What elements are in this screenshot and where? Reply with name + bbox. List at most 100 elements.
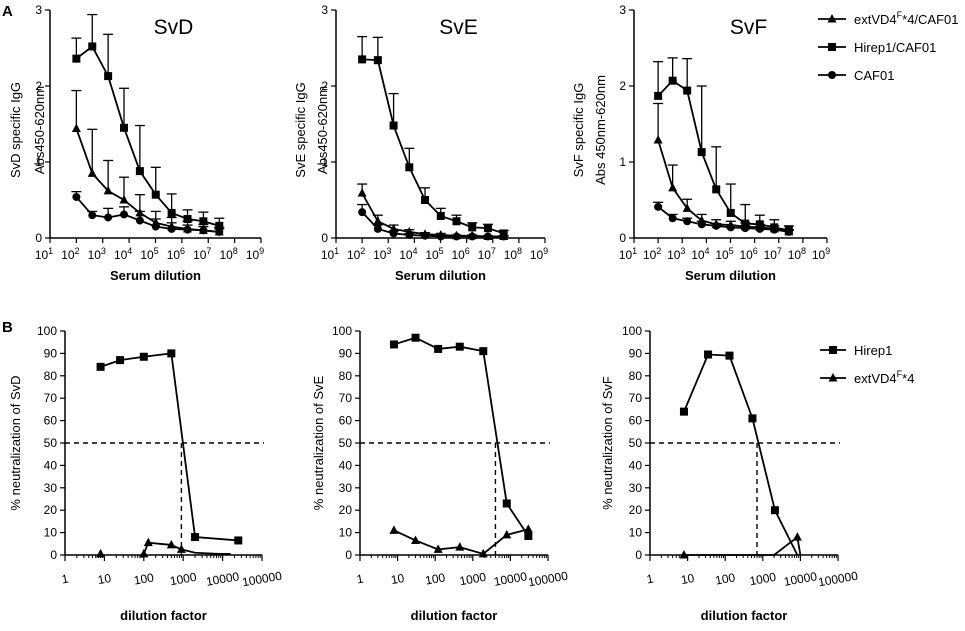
data-point <box>726 208 735 217</box>
x-tick-label: 109 <box>812 246 830 262</box>
data-point <box>468 223 477 232</box>
series-circle <box>357 203 509 241</box>
x-tick-label: 103 <box>373 246 391 262</box>
data-point <box>697 220 706 229</box>
series-square <box>653 57 794 235</box>
data-point <box>139 548 149 558</box>
x-tick-label: 107 <box>478 246 496 262</box>
data-point <box>411 535 421 544</box>
elisa-chart-svd: 0 1 2 3 101 102 103 104 105 106 107 108 109 SvD SvD sp… <box>8 3 264 283</box>
data-point <box>483 224 492 233</box>
y-tick-label: 50 <box>629 436 643 450</box>
y-tick-label: 70 <box>339 391 353 405</box>
y-tick-label: 0 <box>619 231 626 245</box>
series-line <box>75 45 220 227</box>
y-tick-label: 90 <box>44 346 58 360</box>
data-point <box>135 167 144 176</box>
y-tick-label: 50 <box>44 436 58 450</box>
elisa-chart-sve: 0 1 2 3 101 102 103 104 105 106 107 108 109 SvE SvE sp… <box>293 3 548 283</box>
x-axis-label: Serum dilution <box>685 268 776 283</box>
y-axis-label: Abs 450nm-620nm <box>593 75 608 185</box>
y-axis-label: Abs450-620nm <box>32 86 47 174</box>
legend-label: CAF01 <box>854 68 894 83</box>
data-point <box>502 499 511 508</box>
x-tick-label: 109 <box>530 246 548 262</box>
data-point <box>436 211 445 220</box>
legend-label: extVD4F*4 <box>854 369 914 386</box>
legend-label-main: Hirep1 <box>854 343 892 358</box>
y-tick-label: 1 <box>321 155 328 169</box>
data-point <box>679 407 688 416</box>
x-axis-label: Serum dilution <box>110 268 201 283</box>
panel-b-letter: B <box>2 319 13 336</box>
legend-label-main: Hirep1/CAF01 <box>854 40 936 55</box>
series-line <box>657 139 790 233</box>
y-axis-label: SvD specific IgG <box>8 82 23 178</box>
data-point <box>712 185 721 194</box>
data-point <box>502 529 512 539</box>
x-tick-label: 1000 <box>458 570 487 588</box>
x-tick-label: 106 <box>451 246 469 262</box>
data-point <box>784 227 793 236</box>
y-tick-label: 40 <box>629 458 643 472</box>
data-point <box>668 214 677 223</box>
legends-group: extVD4F*4/CAF01 Hirep1/CAF01 CAF01 Hirep1 ex… <box>818 10 959 386</box>
series-line <box>683 535 802 556</box>
y-tick-label: 2 <box>321 79 328 93</box>
x-tick-label: 107 <box>764 246 782 262</box>
data-point <box>741 224 750 233</box>
data-point <box>139 352 148 361</box>
legend-item: Hirep1 <box>820 343 892 358</box>
series-square <box>96 349 243 545</box>
x-tick-label: 100000 <box>241 569 283 590</box>
data-point <box>682 203 692 212</box>
x-tick-label: 105 <box>715 246 733 262</box>
data-point <box>748 414 757 423</box>
x-tick-label: 100 <box>133 570 155 587</box>
y-tick-label: 0 <box>635 548 642 562</box>
x-tick-label: 1 <box>645 571 654 586</box>
x-tick-label: 100 <box>714 570 736 587</box>
data-point <box>725 351 734 360</box>
data-point <box>166 539 176 549</box>
y-tick-label: 20 <box>44 503 58 517</box>
data-point <box>120 123 129 132</box>
data-point <box>405 230 414 239</box>
series-triangle <box>679 532 802 559</box>
y-tick-label: 20 <box>629 503 643 517</box>
x-tick-label: 1 <box>355 571 364 586</box>
data-point <box>499 232 508 241</box>
y-tick-label: 100 <box>332 324 352 338</box>
x-tick-label: 103 <box>88 246 106 262</box>
series-line <box>75 196 220 233</box>
series-line <box>100 352 239 542</box>
x-tick-label: 106 <box>167 246 185 262</box>
data-point <box>389 121 398 130</box>
legend-label: extVD4F*4/CAF01 <box>854 10 959 27</box>
x-tick-label: 100 <box>424 570 446 587</box>
x-axis-label: Serum dilution <box>395 268 486 283</box>
legend-item: CAF01 <box>818 68 894 83</box>
data-point <box>199 226 208 235</box>
data-point <box>183 225 192 234</box>
series-line <box>142 541 231 555</box>
data-point <box>103 185 113 195</box>
data-point <box>88 42 97 51</box>
data-point <box>119 195 129 204</box>
data-point <box>683 217 692 226</box>
data-point <box>167 224 176 233</box>
legend-label-suffix: *4/CAF01 <box>902 12 958 27</box>
data-point <box>452 217 461 226</box>
data-point <box>215 221 224 230</box>
x-tick-label: 10000 <box>205 569 241 589</box>
y-tick-label: 0 <box>50 548 57 562</box>
y-tick-label: 20 <box>339 503 353 517</box>
data-point <box>411 333 420 342</box>
x-axis-label: dilution factor <box>701 608 788 623</box>
data-point <box>523 524 533 533</box>
x-tick-label: 106 <box>739 246 757 262</box>
data-point <box>389 525 399 534</box>
data-point <box>434 344 443 353</box>
